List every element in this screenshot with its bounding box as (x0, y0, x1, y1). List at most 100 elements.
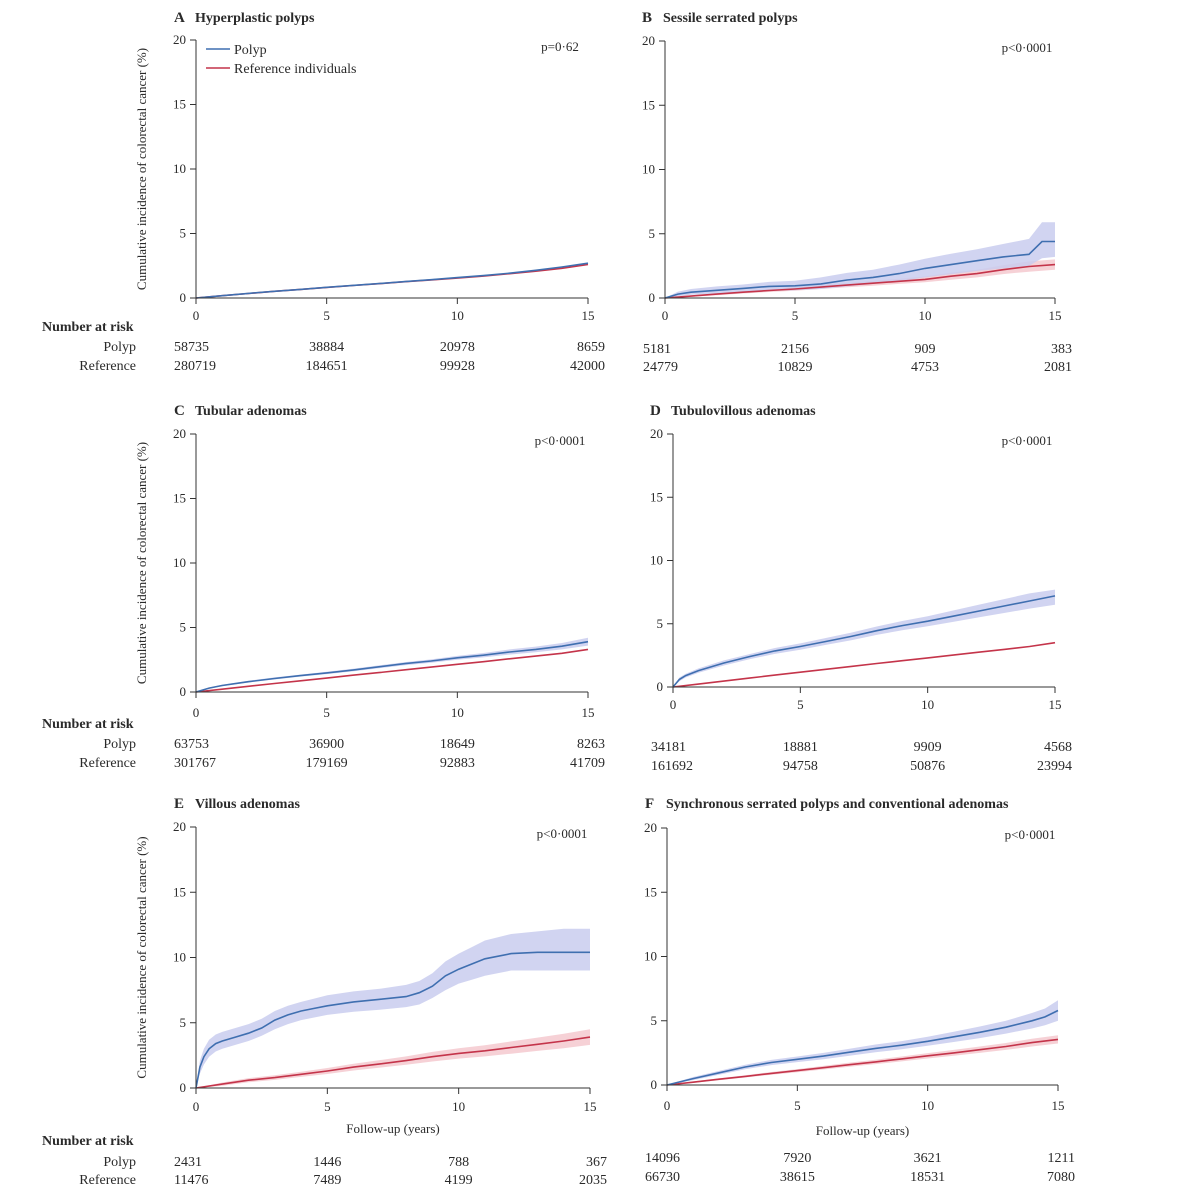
panel-d: D Tubulovillous adenomas 0 5 10 15 20 0 5 10 15 p<0… (650, 403, 1072, 774)
panel-letter: F (645, 796, 654, 812)
risk-reference-value: 23994 (1037, 759, 1072, 774)
risk-reference-value: 42000 (570, 359, 605, 374)
p-value: p<0·0001 (1005, 827, 1056, 842)
risk-reference-value: 99928 (440, 359, 475, 374)
risk-reference-value: 10829 (778, 360, 813, 375)
risk-reference-value: 92883 (440, 756, 475, 771)
risk-polyp-value: 1446 (313, 1155, 341, 1170)
risk-reference-value: 4753 (911, 360, 939, 375)
y-tick-label: 0 (180, 1080, 187, 1095)
x-tick-label: 10 (919, 308, 932, 323)
y-tick-label: 5 (180, 1015, 187, 1030)
y-tick-label: 10 (173, 161, 186, 176)
risk-polyp-value: 788 (448, 1155, 469, 1170)
risk-reference-value: 38615 (780, 1170, 815, 1185)
y-tick-label: 20 (650, 426, 663, 441)
reference-series-line (666, 1038, 1059, 1086)
y-axis-label: Cumulative incidence of colorectal cance… (134, 442, 149, 684)
reference-series-line (195, 648, 589, 693)
x-tick-label: 0 (193, 1099, 200, 1114)
risk-polyp-value: 18649 (440, 737, 475, 752)
panel-f: F Synchronous serrated polyps and convent… (644, 796, 1075, 1185)
risk-reference-value: 41709 (570, 756, 605, 771)
y-tick-label: 10 (650, 553, 663, 568)
risk-row-label-reference: Reference (79, 756, 136, 771)
y-tick-label: 5 (651, 1013, 658, 1028)
y-tick-label: 0 (180, 290, 187, 305)
p-value: p<0·0001 (535, 433, 586, 448)
panel-title: Villous adenomas (195, 797, 300, 812)
risk-reference-value: 50876 (910, 759, 945, 774)
p-value: p<0·0001 (537, 826, 588, 841)
y-tick-label: 20 (173, 819, 186, 834)
risk-polyp-value: 20978 (440, 340, 475, 355)
panel-letter: D (650, 403, 661, 419)
x-tick-label: 0 (193, 308, 200, 323)
x-tick-label: 15 (1052, 1098, 1065, 1113)
risk-reference-value: 66730 (645, 1170, 680, 1185)
x-tick-label: 15 (1049, 308, 1062, 323)
risk-polyp-value: 18881 (783, 740, 818, 755)
risk-polyp-value: 8659 (577, 340, 605, 355)
y-tick-label: 5 (180, 226, 187, 241)
y-tick-label: 15 (173, 884, 186, 899)
x-tick-label: 15 (582, 308, 595, 323)
risk-polyp-value: 8263 (577, 737, 605, 752)
x-tick-label: 5 (324, 1099, 331, 1114)
risk-reference-value: 179169 (306, 756, 348, 771)
risk-reference-value: 280719 (174, 359, 216, 374)
risk-polyp-value: 2431 (174, 1155, 202, 1170)
x-tick-label: 5 (323, 308, 330, 323)
risk-row-label-polyp: Polyp (103, 737, 136, 752)
y-tick-label: 10 (642, 162, 655, 177)
panel-letter: B (642, 10, 652, 26)
polyp-series-line (195, 262, 589, 299)
panel-e: E Villous adenomas Cumulative incidence of… (42, 796, 607, 1188)
legend-reference-label: Reference individuals (234, 62, 356, 77)
reference-series-line (195, 1036, 591, 1089)
y-tick-label: 0 (649, 290, 656, 305)
risk-polyp-value: 909 (915, 342, 936, 357)
x-tick-label: 10 (451, 308, 464, 323)
y-axis-label: Cumulative incidence of colorectal cance… (134, 48, 149, 290)
reference-ci-band (196, 1029, 590, 1088)
x-tick-label: 5 (792, 308, 799, 323)
polyp-ci-band (196, 928, 590, 1088)
x-axis-label: Follow-up (years) (816, 1123, 910, 1138)
risk-reference-value: 4199 (445, 1173, 473, 1188)
risk-row-label-reference: Reference (79, 1173, 136, 1188)
risk-reference-value: 18531 (910, 1170, 945, 1185)
risk-polyp-value: 58735 (174, 340, 209, 355)
risk-polyp-value: 367 (586, 1155, 607, 1170)
polyp-series-line (195, 640, 589, 693)
y-tick-label: 15 (650, 489, 663, 504)
x-tick-label: 0 (662, 308, 669, 323)
panel-title: Tubular adenomas (195, 404, 307, 419)
polyp-series-line (195, 951, 590, 1089)
panel-letter: A (174, 10, 185, 26)
risk-polyp-value: 2156 (781, 342, 809, 357)
reference-series-line (664, 263, 1056, 299)
risk-polyp-value: 3621 (914, 1151, 942, 1166)
risk-reference-value: 11476 (174, 1173, 208, 1188)
risk-reference-value: 2035 (579, 1173, 607, 1188)
polyp-series-line (672, 595, 1056, 688)
y-tick-label: 20 (644, 820, 657, 835)
x-tick-label: 5 (323, 705, 330, 720)
legend-polyp-label: Polyp (234, 43, 267, 58)
y-tick-label: 5 (657, 616, 664, 631)
p-value: p<0·0001 (1002, 40, 1053, 55)
risk-reference-value: 7080 (1047, 1170, 1075, 1185)
panel-title: Sessile serrated polyps (663, 11, 798, 26)
y-tick-label: 0 (651, 1077, 658, 1092)
panel-title: Tubulovillous adenomas (671, 404, 816, 419)
y-tick-label: 10 (644, 949, 657, 964)
risk-polyp-value: 7920 (783, 1151, 811, 1166)
x-tick-label: 10 (451, 705, 464, 720)
risk-row-label-polyp: Polyp (103, 1155, 136, 1170)
y-tick-label: 20 (173, 32, 186, 47)
risk-header: Number at risk (42, 320, 134, 335)
risk-row-label-polyp: Polyp (103, 340, 136, 355)
risk-row-label-reference: Reference (79, 359, 136, 374)
